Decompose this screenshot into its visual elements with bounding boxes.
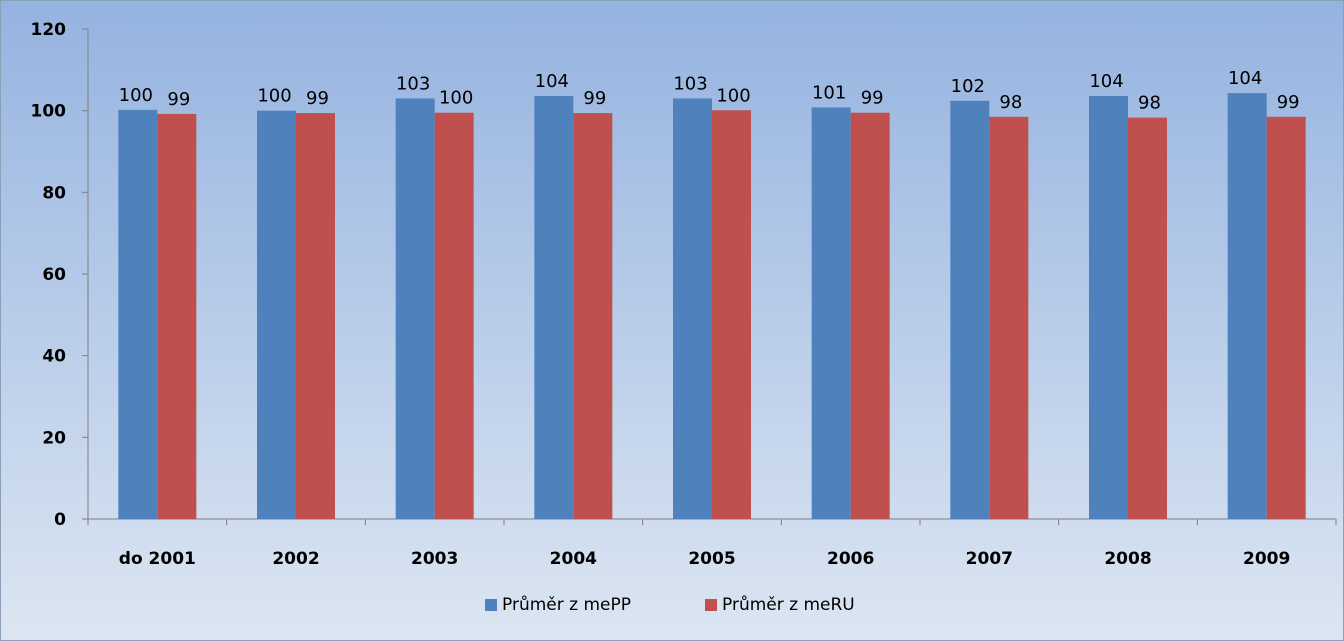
data-label: 99 (306, 88, 329, 109)
bar-mepp (395, 98, 435, 520)
legend-swatch (705, 599, 717, 611)
legend: Průměr z mePP Průměr z meRU (485, 595, 855, 615)
legend-item: Průměr z mePP (485, 595, 631, 615)
y-tick-label: 20 (42, 428, 66, 448)
data-label: 98 (999, 92, 1022, 113)
data-label: 101 (812, 82, 846, 103)
x-tick-label: 2002 (272, 549, 319, 569)
x-tick-label: 2005 (688, 549, 735, 569)
bar-mepp (811, 107, 851, 520)
data-label: 103 (673, 73, 707, 94)
y-tick-label: 100 (31, 102, 67, 122)
bar-meru (989, 116, 1029, 520)
data-label: 104 (1228, 68, 1262, 89)
legend-label: Průměr z meRU (722, 595, 855, 615)
data-label: 99 (1277, 92, 1300, 113)
bar-meru (712, 110, 751, 519)
y-tick-label: 60 (42, 265, 66, 285)
bar-mepp (1227, 93, 1267, 519)
data-label: 99 (861, 88, 884, 109)
bar-mepp (534, 95, 574, 519)
y-tick-label: 40 (42, 347, 66, 367)
data-label: 104 (535, 71, 569, 92)
y-tick-label: 0 (54, 510, 66, 530)
bar-meru (1266, 116, 1306, 520)
data-label: 104 (1089, 71, 1123, 92)
bar-mepp (257, 110, 296, 520)
legend-swatch (485, 599, 497, 611)
bar-mepp (673, 98, 712, 520)
y-tick-label: 120 (31, 20, 67, 40)
data-label: 100 (716, 85, 750, 106)
y-tick-label: 80 (42, 183, 66, 203)
bar-meru (573, 113, 613, 519)
data-label: 99 (167, 89, 190, 110)
data-label: 100 (439, 88, 473, 109)
data-label: 99 (583, 88, 606, 109)
data-label: 98 (1138, 93, 1161, 114)
x-tick-label: 2006 (827, 549, 874, 569)
data-label: 103 (396, 73, 430, 94)
legend-label: Průměr z mePP (502, 595, 631, 615)
bar-meru (296, 113, 335, 519)
x-tick-label: do 2001 (119, 549, 196, 569)
x-tick-label: 2003 (411, 549, 458, 569)
x-tick-label: 2009 (1243, 549, 1290, 569)
data-label: 102 (951, 76, 985, 97)
bar-mepp (1089, 95, 1128, 519)
bar-meru (850, 112, 890, 519)
bar-mepp (950, 100, 990, 519)
bar-meru (434, 112, 474, 519)
x-tick-label: 2007 (966, 549, 1013, 569)
x-tick-label: 2004 (550, 549, 597, 569)
bar-meru (1128, 117, 1167, 519)
data-label: 100 (257, 86, 291, 107)
x-tick-label: 2008 (1104, 549, 1151, 569)
data-label: 100 (119, 85, 153, 106)
bar-meru (157, 113, 197, 519)
legend-item: Průměr z meRU (705, 595, 855, 615)
bar-mepp (118, 109, 158, 519)
